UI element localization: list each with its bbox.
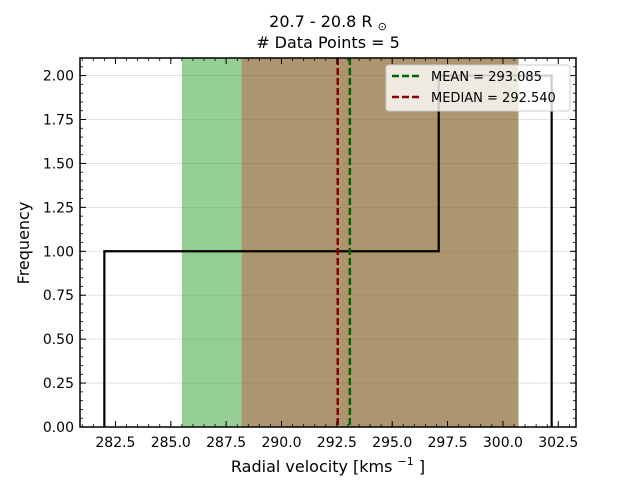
plot-frame [79,57,577,428]
axis-ticks: 282.5 285.0 287.5 290.0 292.5 295.0 297.5 300.0… [43,58,578,451]
y-tick-label: 0.75 [43,288,74,304]
y-tick-label: 1.75 [43,113,74,129]
y-tick-label: 1.50 [43,156,74,172]
chart-title-range: 20.7 - 20.8 R [269,12,372,31]
y-tick-label: 0.00 [43,420,74,436]
x-tick-label: 295.0 [372,435,412,451]
y-tick-label: 0.50 [43,332,74,348]
x-tick-label: 285.0 [151,435,191,451]
x-axis-label-main: Radial velocity [kms [231,457,393,476]
legend-label-mean: MEAN = 293.085 [431,70,542,85]
y-tick-label: 0.25 [43,376,74,392]
x-tick-label: 300.0 [483,435,523,451]
legend-box [385,64,571,112]
x-tick-label: 297.5 [428,435,468,451]
legend-label-median: MEDIAN = 292.540 [431,91,556,106]
x-tick-label: 302.5 [538,435,578,451]
y-tick-label: 1.00 [43,244,74,260]
x-tick-label: 290.0 [261,435,301,451]
x-axis-label-end: ] [419,457,425,476]
range-band [241,58,519,427]
x-axis-label-exponent: −1 [398,455,414,468]
y-axis-label: Frequency [14,202,33,285]
histogram-outline [103,74,553,427]
histogram-steps [103,74,553,427]
x-axis-label: Radial velocity [kms −1 ] [231,450,425,476]
y-tick-label: 1.25 [43,200,74,216]
x-tick-label: 282.5 [95,435,135,451]
chart-title-line1: 20.7 - 20.8 R ⊙ [269,12,387,33]
statistic-lines [336,58,352,427]
x-tick-label: 287.5 [206,435,246,451]
solar-radius-symbol: ⊙ [378,20,387,33]
chart-title-line2: # Data Points = 5 [256,33,400,52]
x-tick-label: 292.5 [317,435,357,451]
y-tick-label: 2.00 [43,69,74,85]
legend: MEAN = 293.085 MEDIAN = 292.540 [385,64,571,112]
